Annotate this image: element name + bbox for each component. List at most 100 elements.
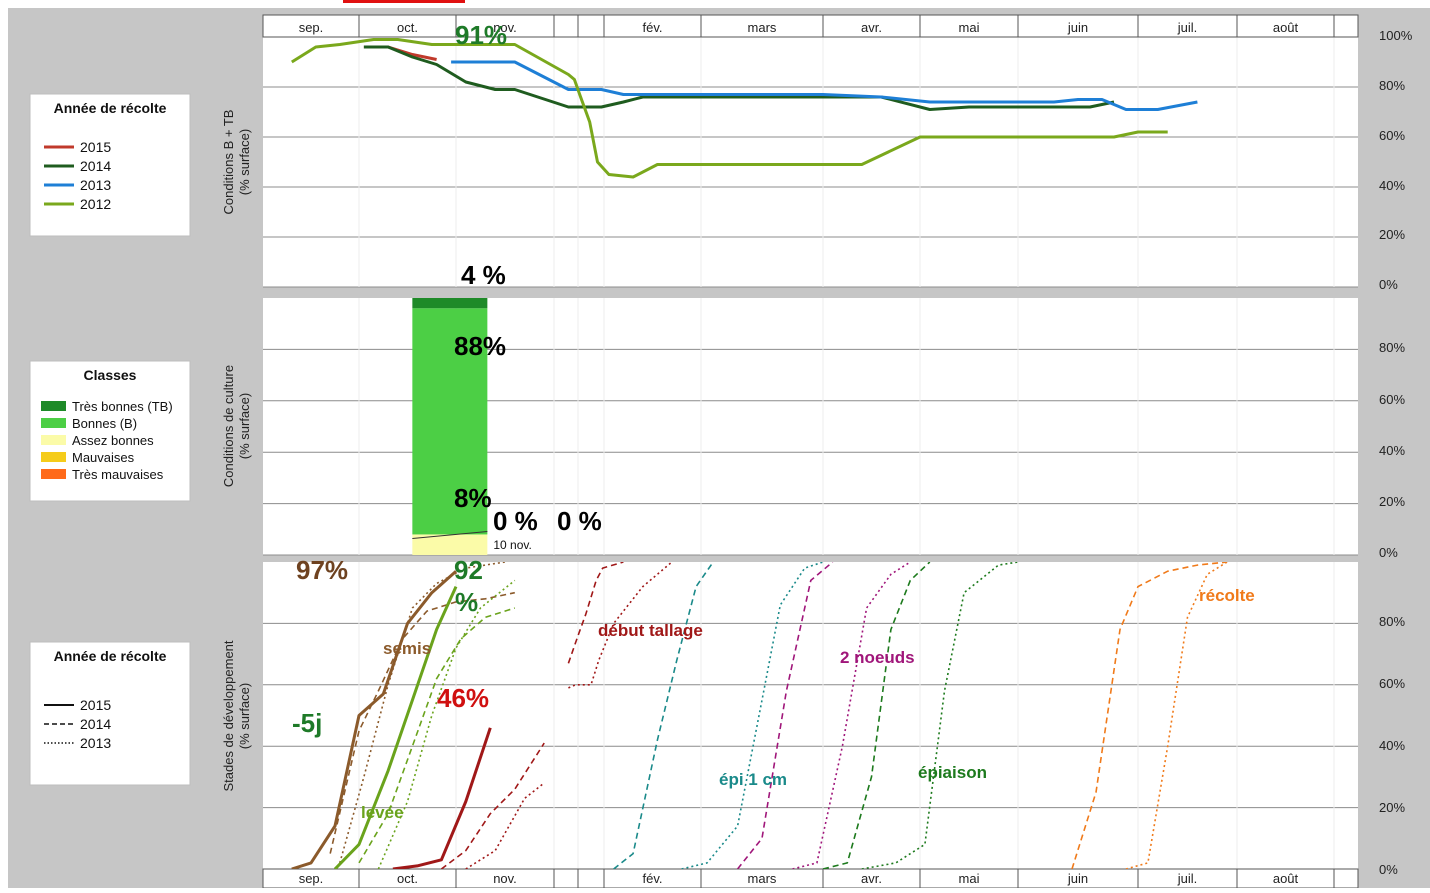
stage-label-epi-1cm: épi 1 cm bbox=[719, 770, 787, 789]
annotation-b-class-percent: 88% bbox=[454, 331, 506, 361]
x-tick-label: juin bbox=[1067, 871, 1088, 886]
legend-title: Année de récolte bbox=[54, 100, 167, 116]
series-line-levée-2015 bbox=[333, 585, 458, 869]
y-tick-label: 80% bbox=[1379, 78, 1405, 93]
x-tick-label: juin bbox=[1067, 20, 1088, 35]
x-tick-label: mai bbox=[959, 871, 980, 886]
date-label: 10 nov. bbox=[493, 538, 531, 552]
legend-label: 2014 bbox=[80, 158, 111, 174]
y-tick-label: 100% bbox=[1379, 28, 1413, 43]
legend-label: 2012 bbox=[80, 196, 111, 212]
annotation-m-class-percent: 0 % bbox=[493, 506, 538, 536]
x-tick-label: nov. bbox=[493, 20, 517, 35]
area-band-assez-bonnes bbox=[412, 534, 488, 555]
x-tick-label: août bbox=[1273, 20, 1299, 35]
legend-label: 2013 bbox=[80, 735, 111, 751]
y-tick-label: 0% bbox=[1379, 545, 1398, 560]
legend-swatch bbox=[41, 435, 66, 445]
y-axis-label: Stades de développement bbox=[221, 640, 236, 791]
series-line-2-noeuds-2014 bbox=[736, 562, 834, 869]
legend-label: 2015 bbox=[80, 139, 111, 155]
legend-swatch bbox=[41, 469, 66, 479]
y-tick-label: 20% bbox=[1379, 800, 1405, 815]
y-axis-label: Conditions de culture bbox=[221, 365, 236, 487]
x-tick-label: juil. bbox=[1177, 871, 1198, 886]
annotation-levee-percent-sign: % bbox=[455, 587, 478, 617]
legend-label: 2013 bbox=[80, 177, 111, 193]
legend-box bbox=[29, 641, 191, 786]
y-tick-label: 60% bbox=[1379, 392, 1405, 407]
area-band-tr-s-bonnes-tb- bbox=[412, 298, 488, 309]
y-axis-label: (% surface) bbox=[237, 683, 252, 749]
x-tick-label: fév. bbox=[643, 871, 663, 886]
stage-label-levee: levée bbox=[361, 803, 404, 822]
y-tick-label: 80% bbox=[1379, 614, 1405, 629]
month-cell bbox=[577, 14, 605, 38]
panel-3-plot-area bbox=[263, 562, 1358, 870]
month-cell bbox=[553, 868, 579, 889]
annotation-semis-percent: 97% bbox=[296, 555, 348, 585]
series-line-épiaison-2014 bbox=[822, 562, 931, 869]
month-cell bbox=[553, 14, 579, 38]
panel-1-plot-area bbox=[263, 15, 1358, 287]
series-line-récolte-2013 bbox=[1125, 562, 1228, 869]
x-tick-label: juil. bbox=[1177, 20, 1198, 35]
y-tick-label: 60% bbox=[1379, 128, 1405, 143]
y-tick-label: 20% bbox=[1379, 227, 1405, 242]
legend-harvest-years: Année de récolte 2015 2014 2013 2012 bbox=[29, 93, 191, 237]
x-tick-label: août bbox=[1273, 871, 1299, 886]
x-tick-label: avr. bbox=[861, 871, 882, 886]
y-tick-label: 60% bbox=[1379, 676, 1405, 691]
legend-label: 2015 bbox=[80, 697, 111, 713]
stage-label-recolte: récolte bbox=[1199, 586, 1255, 605]
stage-label-debut-tallage: début tallage bbox=[598, 621, 703, 640]
y-axis-label: Conditions B + TB bbox=[221, 110, 236, 215]
stage-label-semis: semis bbox=[383, 639, 431, 658]
annotation-ab-class-percent: 8% bbox=[454, 483, 492, 513]
series-line-épi-1-cm-2013 bbox=[681, 562, 824, 869]
x-tick-label: mai bbox=[959, 20, 980, 35]
legend-label: 2014 bbox=[80, 716, 111, 732]
y-tick-label: 20% bbox=[1379, 494, 1405, 509]
stage-label-2-noeuds: 2 noeuds bbox=[840, 648, 915, 667]
y-tick-label: 40% bbox=[1379, 178, 1405, 193]
x-tick-label: avr. bbox=[861, 20, 882, 35]
legend-title: Année de récolte bbox=[54, 648, 167, 664]
legend-label: Très mauvaises bbox=[72, 467, 164, 482]
month-cell bbox=[1333, 14, 1359, 38]
x-tick-label: sep. bbox=[299, 871, 324, 886]
stage-label-epiaison: épiaison bbox=[918, 763, 987, 782]
annotation-levee-percent: 92 bbox=[454, 555, 483, 585]
legend-swatch bbox=[41, 418, 66, 428]
series-line-début-tallage-2014-(hiver) bbox=[567, 562, 624, 664]
area-band-bonnes-b- bbox=[412, 308, 488, 535]
y-tick-label: 0% bbox=[1379, 277, 1398, 292]
legend-label: Bonnes (B) bbox=[72, 416, 137, 431]
series-line-semis-2013 bbox=[339, 562, 506, 864]
x-tick-label: oct. bbox=[397, 871, 418, 886]
series-line-levée-2014 bbox=[358, 607, 516, 864]
legend-line-styles: Année de récolte 2015 2014 2013 bbox=[29, 641, 191, 786]
legend-label: Mauvaises bbox=[72, 450, 135, 465]
legend-title: Classes bbox=[84, 367, 137, 383]
area-edge bbox=[412, 530, 488, 539]
month-cell bbox=[1333, 868, 1359, 889]
annotation-tallage-percent: 46% bbox=[437, 683, 489, 713]
series-line-épi-1-cm-2014 bbox=[613, 562, 714, 869]
x-tick-label: nov. bbox=[493, 871, 517, 886]
y-tick-label: 40% bbox=[1379, 443, 1405, 458]
annotation-tm-class-percent: 0 % bbox=[557, 506, 602, 536]
series-line-semis-2014 bbox=[329, 591, 515, 854]
annotation-tb-class-percent: 4 % bbox=[461, 260, 506, 290]
y-tick-label: 80% bbox=[1379, 340, 1405, 355]
x-tick-label: fév. bbox=[643, 20, 663, 35]
annotation-tb-percent: 91% bbox=[455, 20, 507, 50]
top-red-mark bbox=[343, 0, 465, 3]
series-line-2-noeuds-2013 bbox=[792, 562, 911, 869]
series-line-début-tallage-2015 bbox=[392, 727, 492, 869]
legend-swatch bbox=[41, 401, 66, 411]
legend-classes: Classes Très bonnes (TB) Bonnes (B) Assez b… bbox=[29, 360, 191, 502]
legend-swatch bbox=[41, 452, 66, 462]
